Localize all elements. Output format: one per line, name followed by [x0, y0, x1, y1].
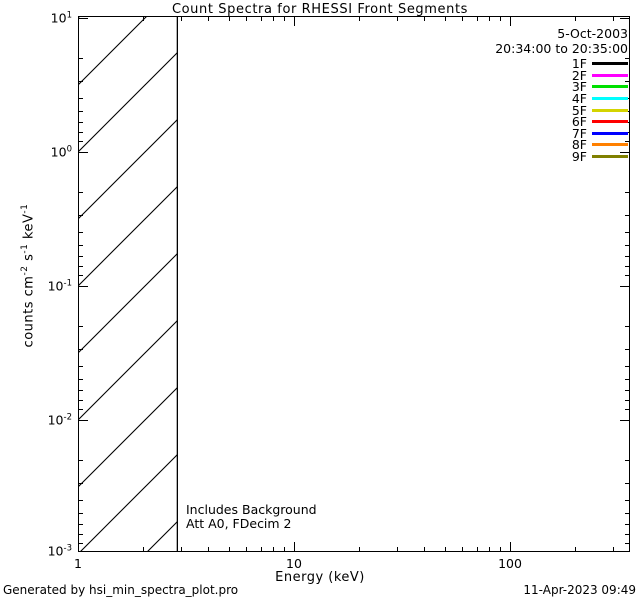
x-tick-label-100: 100	[498, 556, 522, 571]
y-tick-label-1e1: 101	[50, 10, 72, 26]
legend-color-swatch	[592, 85, 628, 89]
y-axis-title-exp2: -1	[20, 243, 31, 254]
legend-item-4f[interactable]: 4F	[508, 91, 628, 107]
y-axis-title-part1: counts cm	[21, 275, 37, 348]
legend-item-label: 6F	[571, 114, 587, 130]
y-tick-label-1e-1: 10-1	[47, 278, 72, 294]
footer-generated-by: Generated by hsi_min_spectra_plot.pro	[3, 583, 239, 597]
x-axis-title: Energy (keV)	[275, 570, 365, 585]
annotation-line-1: Includes Background	[186, 502, 317, 517]
y-axis-title: counts cm-2 s-1 keV-1	[20, 161, 37, 391]
legend-item-label: 8F	[571, 137, 587, 153]
legend: 1F 2F 3F 4F 5F 6F 7F 8F 9F	[508, 56, 628, 165]
legend-item-label: 3F	[571, 79, 587, 95]
y-tick-label-1e0: 100	[50, 144, 72, 160]
y-tick-label-1e-2: 10-2	[47, 412, 72, 428]
legend-color-swatch	[592, 131, 628, 135]
legend-item-3f[interactable]: 3F	[508, 79, 628, 95]
legend-color-swatch	[592, 108, 628, 112]
legend-date: 5-Oct-2003	[557, 26, 628, 41]
legend-item-label: 7F	[571, 125, 587, 141]
y-axis-title-part2: s	[21, 253, 37, 266]
hatched-energy-band	[79, 17, 178, 551]
legend-header: 5-Oct-2003 20:34:00 to 20:35:00	[495, 26, 628, 56]
legend-color-swatch	[592, 97, 628, 101]
plot-annotation: Includes Background Att A0, FDecim 2	[186, 503, 317, 531]
x-tick-label-1: 1	[74, 556, 82, 571]
legend-time-range: 20:34:00 to 20:35:00	[495, 41, 628, 56]
legend-item-2f[interactable]: 2F	[508, 67, 628, 83]
legend-color-swatch	[592, 120, 628, 124]
legend-item-label: 1F	[571, 56, 587, 72]
legend-color-swatch	[592, 62, 628, 66]
legend-item-label: 9F	[571, 149, 587, 165]
footer-timestamp: 11-Apr-2023 09:49	[523, 583, 636, 597]
legend-item-8f[interactable]: 8F	[508, 137, 628, 153]
legend-item-label: 4F	[571, 91, 587, 107]
legend-item-1f[interactable]: 1F	[508, 56, 628, 72]
y-axis-title-exp1: -2	[20, 265, 31, 276]
legend-item-9f[interactable]: 9F	[508, 149, 628, 165]
legend-color-swatch	[592, 143, 628, 147]
legend-color-swatch	[592, 73, 628, 77]
y-axis-title-exp3: -1	[20, 203, 31, 214]
x-tick-label-10: 10	[286, 556, 302, 571]
legend-item-label: 5F	[571, 102, 587, 118]
legend-item-label: 2F	[571, 67, 587, 83]
legend-color-swatch	[592, 155, 628, 159]
legend-item-5f[interactable]: 5F	[508, 102, 628, 118]
page-title: Count Spectra for RHESSI Front Segments	[171, 2, 469, 17]
y-tick-label-1e-3: 10-3	[47, 543, 72, 559]
legend-item-6f[interactable]: 6F	[508, 114, 628, 130]
legend-item-7f[interactable]: 7F	[508, 125, 628, 141]
annotation-line-2: Att A0, FDecim 2	[186, 516, 292, 531]
y-axis-title-part3: keV	[21, 213, 37, 244]
